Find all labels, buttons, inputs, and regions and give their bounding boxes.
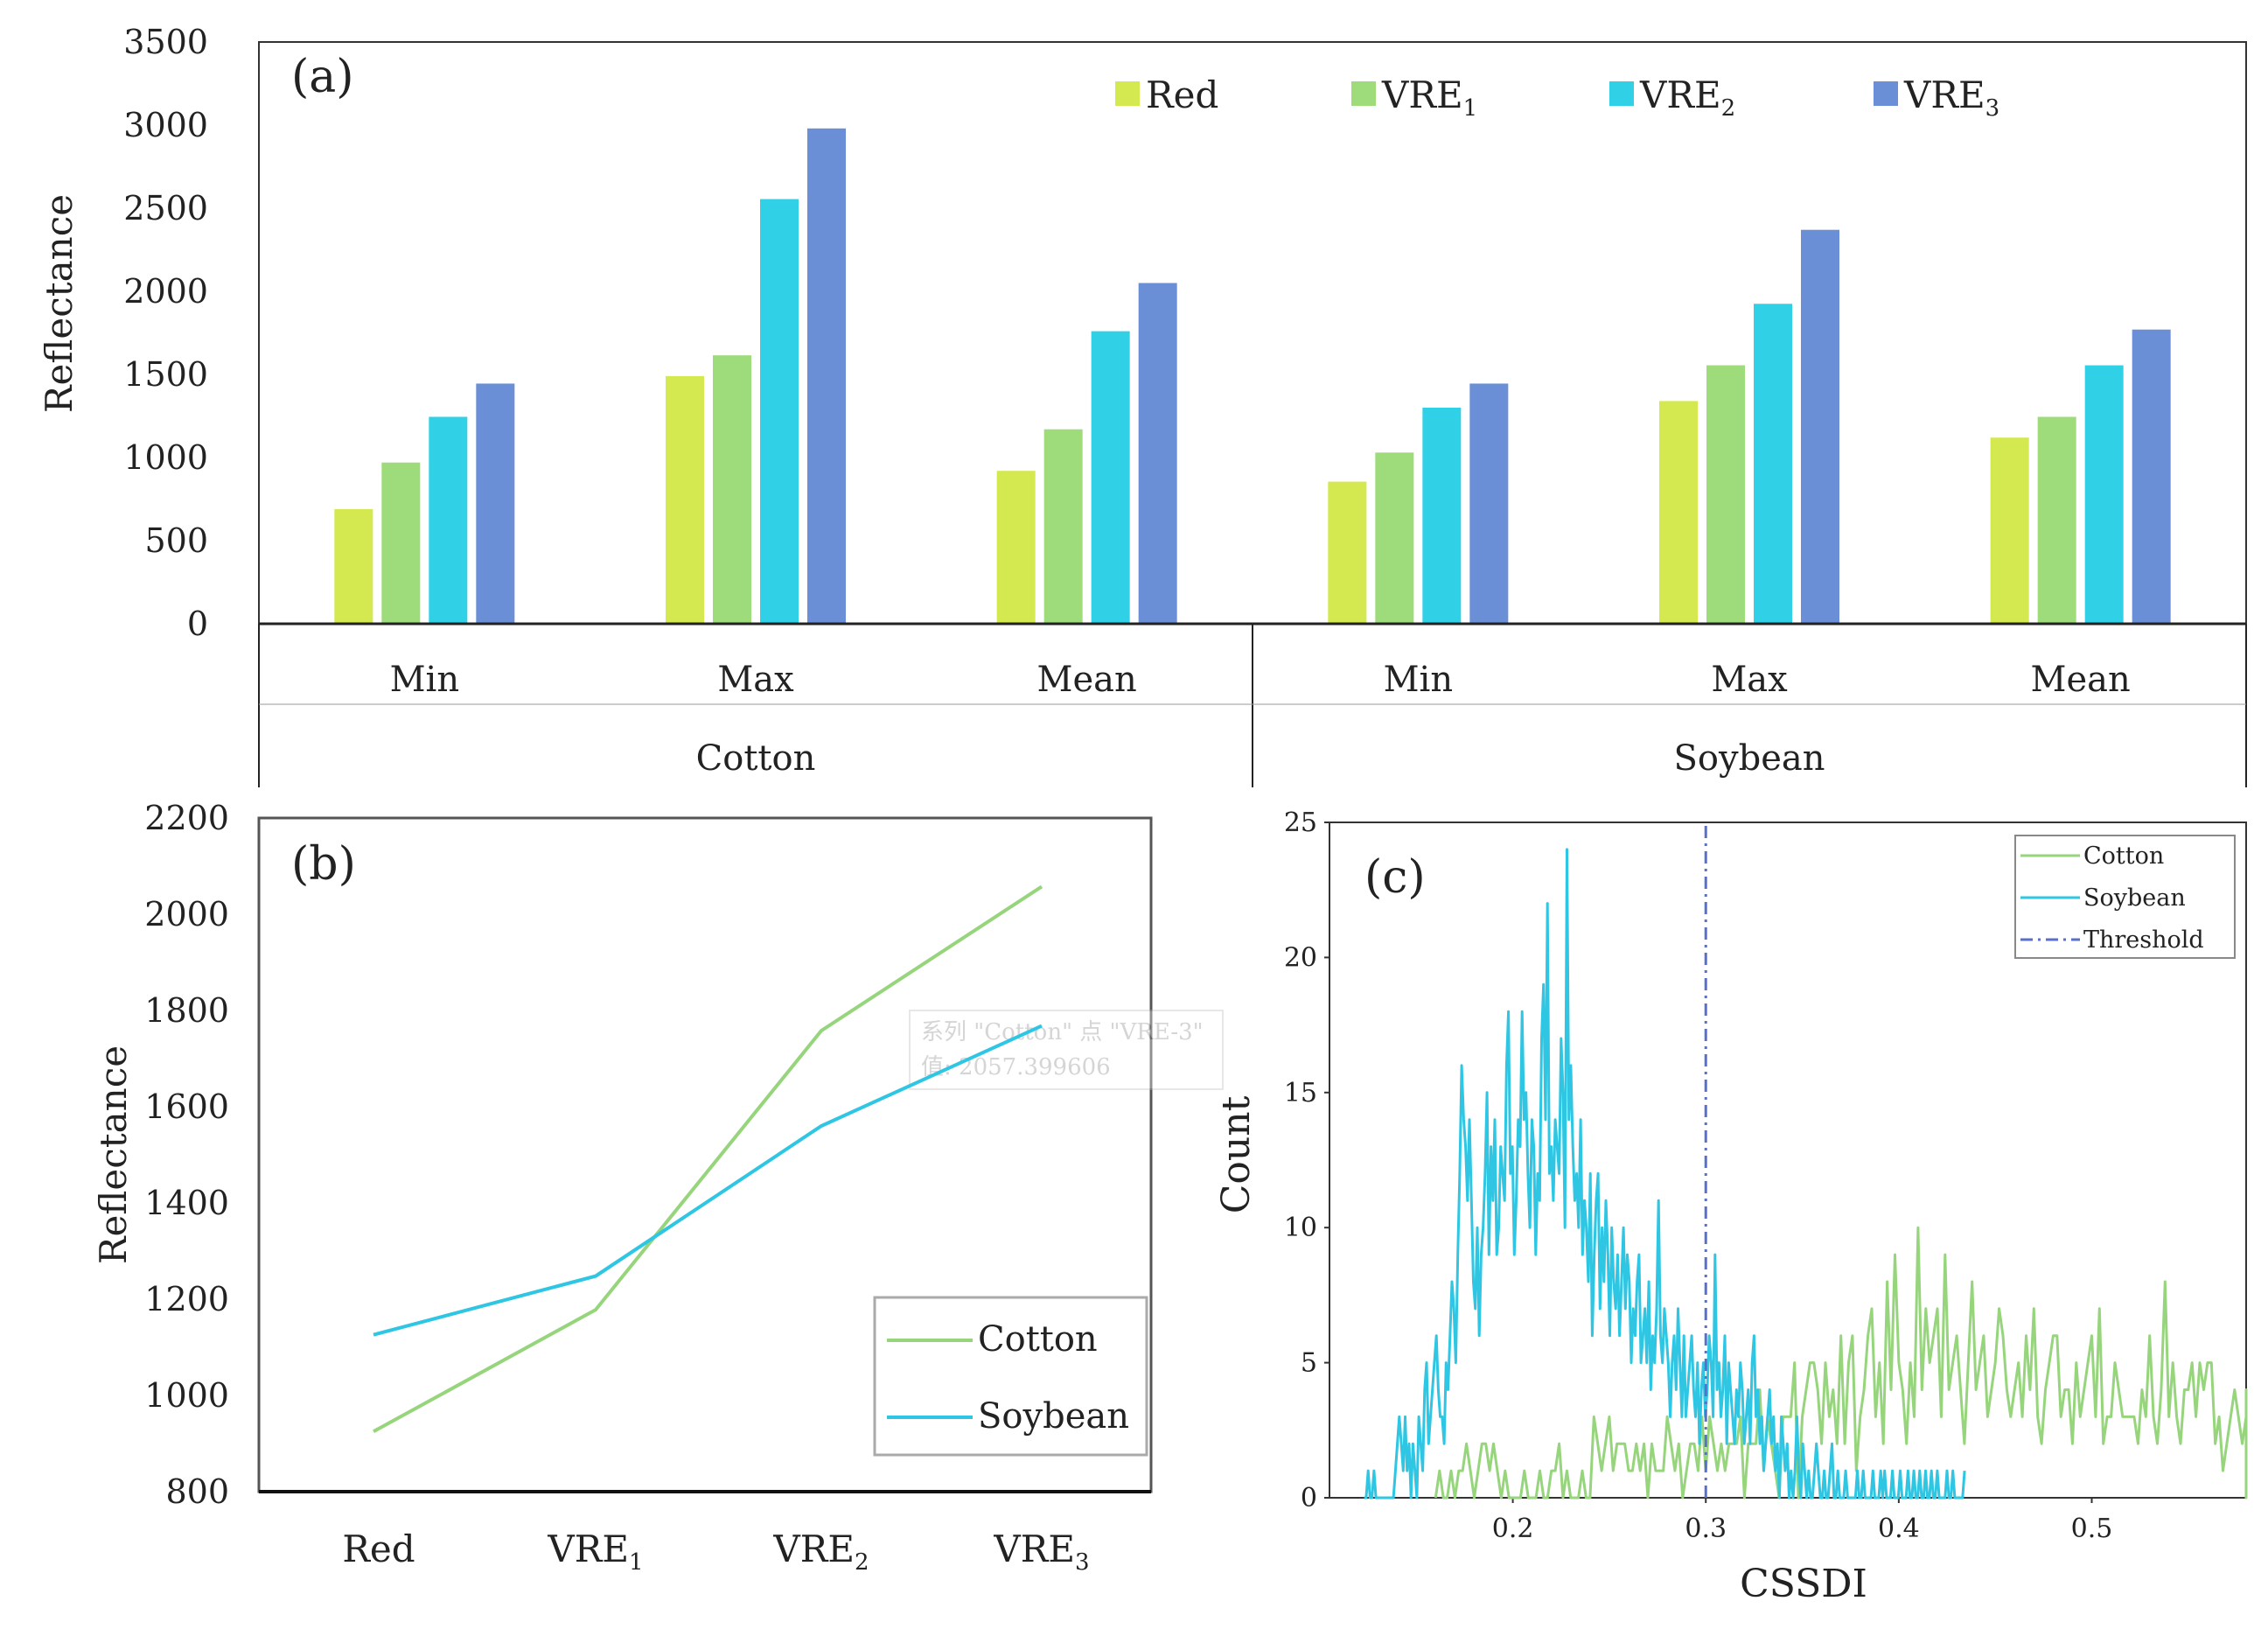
panel-b-y-axis-title: Reflectance: [92, 1045, 135, 1264]
panel-b-y-tick-label: 1400: [144, 1184, 229, 1222]
line-soybean: [1364, 848, 1966, 1500]
panel-b-x-tick-label: Red: [342, 1528, 415, 1570]
bar-red-cotton-max: [666, 375, 704, 624]
bar-red-soybean-max: [1659, 401, 1698, 624]
panel-b-x-tick-label: VRE3: [993, 1528, 1089, 1576]
tooltip-box: [909, 1010, 1224, 1090]
line-soybean: [373, 1024, 1043, 1337]
bar-vre1-soybean-min: [1375, 452, 1414, 624]
panel-b-y-tick-label: 1200: [144, 1280, 229, 1318]
panel-a-group-label-soybean: Soybean: [1674, 738, 1825, 779]
bar-red-soybean-min: [1328, 481, 1367, 624]
legend-label-soybean: Soybean: [978, 1396, 1129, 1437]
legend-swatch-vre3: [1874, 81, 1898, 106]
panel-c-y-axis-title: Count: [1214, 1095, 1259, 1213]
bar-vre1-cotton-min: [381, 462, 421, 624]
legend-label-cotton: Cotton: [2083, 842, 2164, 870]
panel-c-y-tick-label: 10: [1284, 1213, 1317, 1243]
bar-vre1-cotton-max: [713, 355, 751, 624]
panel-a-y-tick-label: 3500: [123, 23, 208, 61]
legend-swatch-vre1: [1351, 81, 1376, 106]
bar-vre2-cotton-mean: [1091, 331, 1130, 624]
bar-vre3-cotton-max: [807, 128, 846, 625]
panel-c-y-tick-label: 0: [1301, 1483, 1317, 1514]
panel-a-y-tick-label: 2500: [123, 189, 208, 227]
panel-a-plot-frame: [258, 41, 2247, 625]
panel-c-x-tick-label: 0.3: [1685, 1514, 1727, 1544]
panel-b-y-tick-label: 1600: [144, 1087, 229, 1126]
panel-b: 800 1000 1200 1400 1600 1800 2000 2200 Red VRE1 V…: [92, 799, 1224, 1576]
bar-vre2-cotton-min: [429, 416, 468, 624]
legend-label-red: Red: [1146, 73, 1218, 116]
panel-a-y-axis-title: Reflectance: [38, 194, 80, 413]
panel-c-y-tick-label: 20: [1284, 942, 1317, 973]
panel-b-y-tick-label: 1000: [144, 1376, 229, 1415]
legend-label-threshold: Threshold: [2083, 926, 2204, 954]
panel-b-x-tick-label: VRE1: [547, 1528, 643, 1576]
panel-b-x-tick-label: VRE2: [772, 1528, 869, 1576]
bar-vre2-soybean-mean: [2084, 365, 2124, 624]
panel-a-stat-label: Min: [1384, 660, 1454, 700]
line-cotton: [1434, 1226, 2248, 1500]
bar-vre3-cotton-min: [476, 383, 515, 624]
panel-c-x-axis-title: CSSDI: [1740, 1562, 1867, 1606]
legend-swatch-red: [1115, 81, 1140, 106]
panel-a-y-tick-label: 0: [187, 605, 208, 643]
panel-a-y-tick-label: 1000: [123, 438, 208, 477]
panel-b-tooltip: 系列 "Cotton" 点 "VRE-3" 值: 2057.399606: [909, 1010, 1224, 1090]
panel-a-group-label-cotton: Cotton: [696, 738, 816, 779]
panel-a: 0 500 1000 1500 2000 2500 3000 3500 Min Max Mean M…: [38, 23, 2247, 787]
bar-vre2-cotton-max: [760, 199, 799, 625]
panel-b-y-tick-label: 2200: [144, 799, 229, 837]
panel-a-y-tick-label: 3000: [123, 106, 208, 144]
panel-b-legend-box: [873, 1296, 1148, 1457]
bar-vre2-soybean-max: [1754, 304, 1792, 624]
panel-c-y-tick-label: 15: [1284, 1078, 1317, 1108]
panel-a-stat-label: Max: [717, 660, 794, 700]
bar-vre1-soybean-max: [1706, 365, 1745, 624]
bar-red-cotton-min: [334, 508, 373, 624]
legend-label-cotton: Cotton: [978, 1319, 1098, 1360]
legend-label-vre3: VRE3: [1903, 73, 1999, 122]
bar-vre1-soybean-mean: [2037, 416, 2076, 624]
panel-c-y-tick-label: 5: [1301, 1348, 1317, 1379]
panel-b-y-tick-label: 2000: [144, 895, 229, 933]
legend-label-soybean: Soybean: [2083, 884, 2186, 912]
panel-a-stat-label: Min: [390, 660, 460, 700]
legend-label-vre1: VRE1: [1381, 73, 1477, 122]
panel-c-x-tick-label: 0.4: [1878, 1514, 1920, 1544]
bar-vre2-soybean-min: [1422, 408, 1462, 624]
bar-red-soybean-mean: [1990, 437, 2029, 624]
legend-swatch-vre2: [1609, 81, 1634, 106]
panel-b-legend: Cotton Soybean: [873, 1296, 1148, 1457]
panel-c-x-tick-label: 0.2: [1492, 1514, 1534, 1544]
panel-c-legend: Cotton Soybean Threshold: [2014, 835, 2236, 959]
line-cotton: [373, 884, 1043, 1434]
bar-vre3-soybean-min: [1469, 383, 1509, 624]
bar-vre1-cotton-mean: [1043, 429, 1083, 624]
panel-c-y-tick-label: 25: [1284, 808, 1317, 838]
panel-a-legend: Red VRE1 VRE2 VRE3: [1115, 73, 1999, 122]
bar-vre3-cotton-mean: [1138, 283, 1177, 624]
panel-a-stat-label: Max: [1711, 660, 1788, 700]
panel-c-x-tick-label: 0.5: [2071, 1514, 2113, 1544]
panel-a-y-tick-label: 2000: [123, 272, 208, 311]
bar-vre3-soybean-max: [1801, 229, 1839, 624]
tooltip-line-1: 系列 "Cotton" 点 "VRE-3": [921, 1019, 1204, 1045]
legend-label-vre2: VRE2: [1639, 73, 1735, 122]
panel-a-y-tick-label: 500: [144, 521, 208, 560]
panel-a-y-tick-label: 1500: [123, 355, 208, 394]
panel-a-stat-label: Mean: [1037, 660, 1137, 700]
panel-a-label: (a): [291, 51, 354, 103]
panel-b-y-tick-label: 1800: [144, 991, 229, 1030]
panel-c-label: (c): [1364, 851, 1426, 904]
bar-red-cotton-mean: [996, 471, 1036, 624]
bar-vre3-soybean-mean: [2132, 329, 2171, 624]
panel-b-label: (b): [291, 838, 356, 891]
panel-b-y-tick-label: 800: [165, 1472, 229, 1511]
panel-a-stat-label: Mean: [2031, 660, 2131, 700]
